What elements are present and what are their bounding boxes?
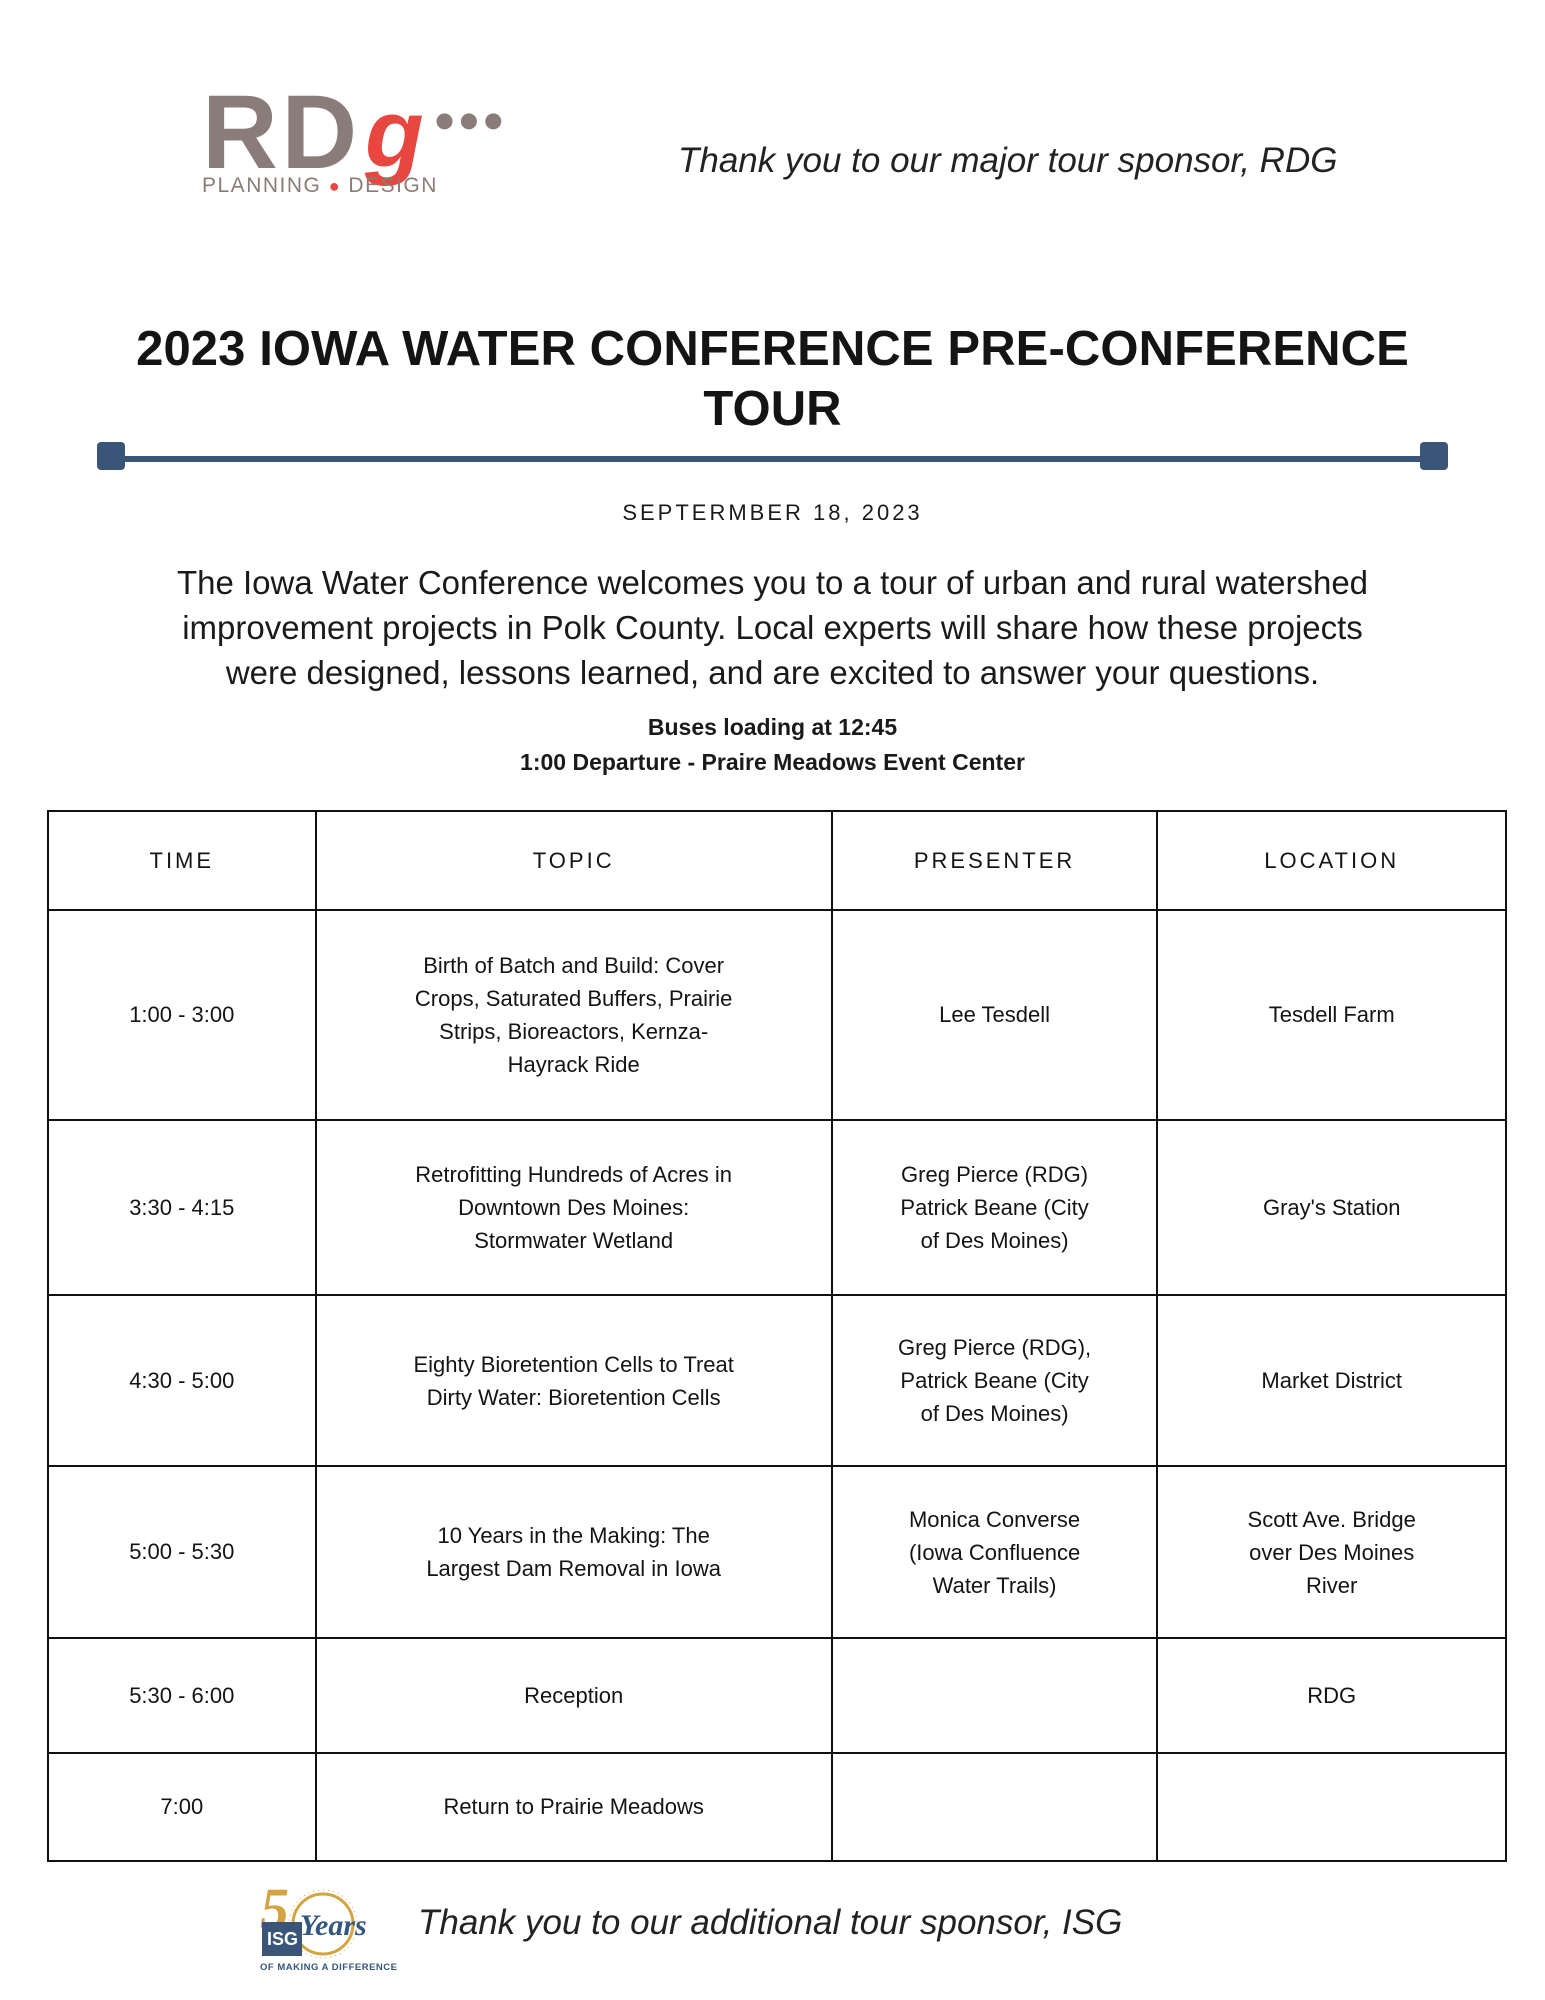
svg-text:g: g: [364, 80, 424, 187]
svg-text:OF MAKING A DIFFERENCE: OF MAKING A DIFFERENCE: [260, 1962, 398, 1973]
svg-text:Years: Years: [300, 1909, 367, 1942]
svg-text:ISG: ISG: [267, 1929, 298, 1949]
